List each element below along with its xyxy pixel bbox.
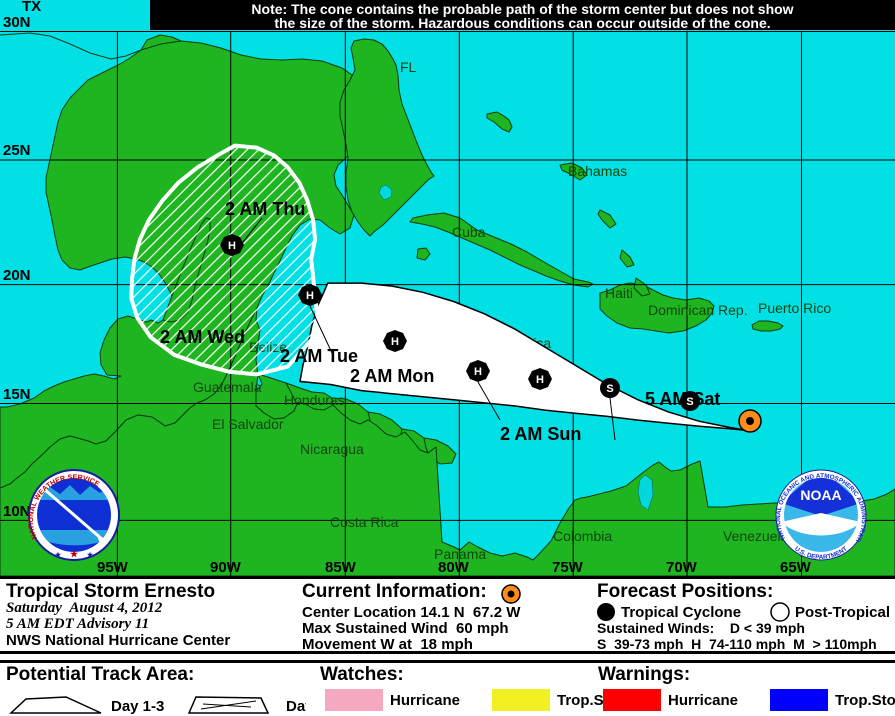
svg-text:★: ★ [87, 551, 94, 559]
svg-text:Haiti: Haiti [605, 285, 633, 301]
svg-text:2 AM Wed: 2 AM Wed [160, 327, 245, 347]
svg-text:70W: 70W [666, 559, 698, 576]
svg-text:90W: 90W [210, 559, 242, 576]
svg-text:H: H [474, 366, 482, 378]
svg-text:Honduras: Honduras [284, 392, 345, 408]
svg-text:Tropical Cyclone: Tropical Cyclone [621, 604, 741, 621]
svg-text:2 AM Mon: 2 AM Mon [350, 366, 434, 386]
svg-text:H: H [306, 290, 314, 302]
svg-text:S: S [606, 383, 613, 395]
svg-text:H: H [391, 336, 399, 348]
svg-text:Day 4-5: Day 4-5 [286, 698, 306, 715]
svg-text:Panama: Panama [434, 546, 486, 562]
svg-text:H: H [228, 240, 236, 252]
svg-text:65W: 65W [780, 559, 812, 576]
svg-text:FL: FL [400, 59, 417, 75]
svg-text:★: ★ [55, 551, 62, 559]
svg-text:Trop.Storm: Trop.Storm [835, 692, 895, 709]
svg-text:95W: 95W [97, 559, 129, 576]
svg-text:Costa Rica: Costa Rica [330, 514, 399, 530]
svg-text:Day 1-3: Day 1-3 [111, 698, 164, 715]
svg-text:Nicaragua: Nicaragua [300, 441, 364, 457]
svg-text:15N: 15N [3, 386, 31, 403]
svg-text:75W: 75W [552, 559, 584, 576]
svg-text:TX: TX [22, 0, 41, 15]
svg-text:30N: 30N [3, 14, 31, 31]
svg-text:★: ★ [70, 549, 79, 559]
svg-text:Post-Tropical: Post-Tropical [795, 604, 890, 621]
svg-text:Colombia: Colombia [553, 528, 612, 544]
svg-text:Guatemala: Guatemala [193, 379, 262, 395]
svg-text:25N: 25N [3, 142, 31, 159]
svg-text:Hurricane: Hurricane [390, 692, 460, 709]
svg-text:85W: 85W [325, 559, 357, 576]
svg-text:Dominican Rep.: Dominican Rep. [648, 302, 748, 318]
svg-text:H: H [536, 374, 544, 386]
svg-text:2 AM Thu: 2 AM Thu [225, 199, 305, 219]
svg-text:5 AM Sat: 5 AM Sat [645, 389, 720, 409]
svg-text:2 AM Tue: 2 AM Tue [280, 346, 358, 366]
svg-text:Puerto Rico: Puerto Rico [758, 300, 831, 316]
svg-text:NOAA: NOAA [800, 487, 841, 503]
svg-text:20N: 20N [3, 267, 31, 284]
svg-text:El Salvador: El Salvador [212, 416, 284, 432]
svg-text:Hurricane: Hurricane [668, 692, 738, 709]
svg-text:2 AM Sun: 2 AM Sun [500, 424, 581, 444]
svg-text:Cuba: Cuba [452, 224, 486, 240]
svg-text:Bahamas: Bahamas [568, 163, 627, 179]
